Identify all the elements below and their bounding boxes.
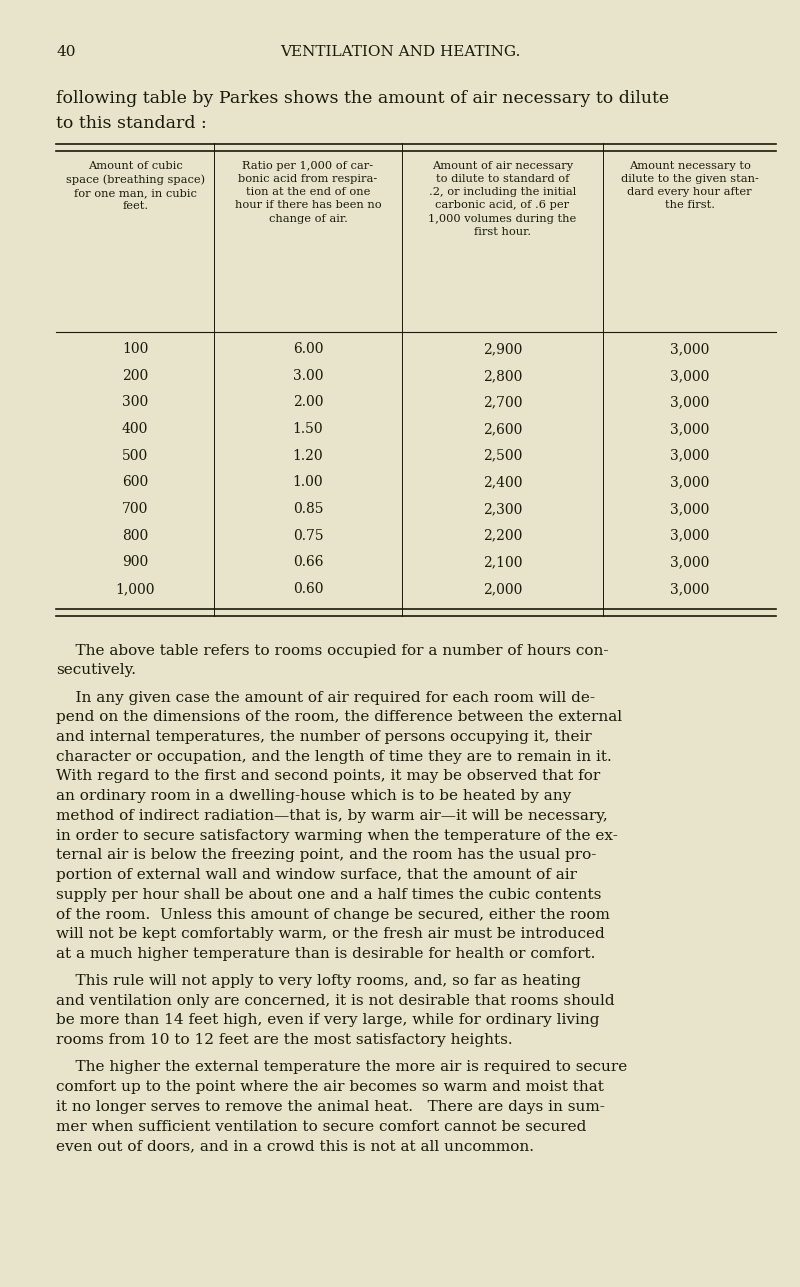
Text: The higher the external temperature the more air is required to secure
comfort u: The higher the external temperature the …	[56, 1060, 627, 1153]
Text: 2,900: 2,900	[482, 342, 522, 356]
Text: The above table refers to rooms occupied for a number of hours con-
secutively.: The above table refers to rooms occupied…	[56, 644, 609, 677]
Text: 700: 700	[122, 502, 148, 516]
Text: 600: 600	[122, 475, 148, 489]
Text: In any given case the amount of air required for each room will de-
pend on the : In any given case the amount of air requ…	[56, 691, 622, 961]
Text: 2,600: 2,600	[482, 422, 522, 436]
Text: This rule will not apply to very lofty rooms, and, so far as heating
and ventila: This rule will not apply to very lofty r…	[56, 974, 614, 1048]
Text: 3.00: 3.00	[293, 369, 323, 382]
Text: 0.66: 0.66	[293, 555, 323, 569]
Text: 3,000: 3,000	[670, 422, 710, 436]
Text: 500: 500	[122, 449, 148, 463]
Text: 2,500: 2,500	[482, 449, 522, 463]
Text: 3,000: 3,000	[670, 582, 710, 596]
Text: 2,800: 2,800	[482, 369, 522, 382]
Text: 3,000: 3,000	[670, 502, 710, 516]
Text: 400: 400	[122, 422, 148, 436]
Text: 2,000: 2,000	[482, 582, 522, 596]
Text: 2,400: 2,400	[482, 475, 522, 489]
Text: 1.20: 1.20	[293, 449, 323, 463]
Text: 1,000: 1,000	[115, 582, 155, 596]
Text: 200: 200	[122, 369, 148, 382]
Text: 800: 800	[122, 529, 148, 543]
Text: 1.50: 1.50	[293, 422, 323, 436]
Text: 2,200: 2,200	[482, 529, 522, 543]
Text: Ratio per 1,000 of car-
bonic acid from respira-
tion at the end of one
hour if : Ratio per 1,000 of car- bonic acid from …	[234, 161, 382, 224]
Text: 3,000: 3,000	[670, 395, 710, 409]
Text: 2,100: 2,100	[482, 555, 522, 569]
Text: 2,700: 2,700	[482, 395, 522, 409]
Text: 3,000: 3,000	[670, 555, 710, 569]
Text: 3,000: 3,000	[670, 475, 710, 489]
Text: Amount necessary to
dilute to the given stan-
dard every hour after
the first.: Amount necessary to dilute to the given …	[621, 161, 758, 211]
Text: 1.00: 1.00	[293, 475, 323, 489]
Text: 100: 100	[122, 342, 148, 356]
Text: 2.00: 2.00	[293, 395, 323, 409]
Text: 40: 40	[56, 45, 75, 59]
Text: 0.60: 0.60	[293, 582, 323, 596]
Text: VENTILATION AND HEATING.: VENTILATION AND HEATING.	[280, 45, 520, 59]
Text: Amount of air necessary
to dilute to standard of
.2, or including the initial
ca: Amount of air necessary to dilute to sta…	[428, 161, 577, 237]
Text: 2,300: 2,300	[482, 502, 522, 516]
Text: 0.75: 0.75	[293, 529, 323, 543]
Text: 0.85: 0.85	[293, 502, 323, 516]
Text: 3,000: 3,000	[670, 369, 710, 382]
Text: Amount of cubic
space (breathing space)
for one man, in cubic
feet.: Amount of cubic space (breathing space) …	[66, 161, 205, 211]
Text: 300: 300	[122, 395, 148, 409]
Text: 6.00: 6.00	[293, 342, 323, 356]
Text: following table by Parkes shows the amount of air necessary to dilute
to this st: following table by Parkes shows the amou…	[56, 90, 669, 131]
Text: 3,000: 3,000	[670, 449, 710, 463]
Text: 900: 900	[122, 555, 148, 569]
Text: 3,000: 3,000	[670, 529, 710, 543]
Text: 3,000: 3,000	[670, 342, 710, 356]
